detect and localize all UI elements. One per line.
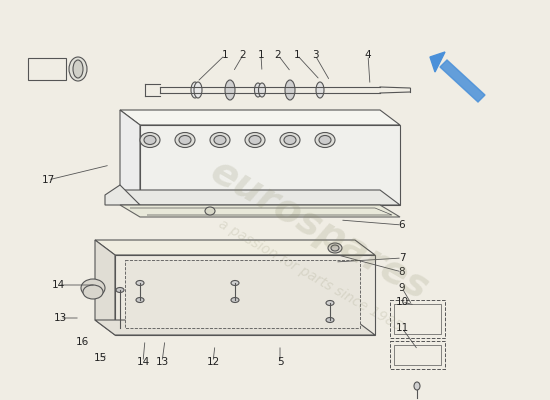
Text: 11: 11 — [395, 323, 409, 333]
Text: 17: 17 — [41, 175, 54, 185]
Text: 10: 10 — [395, 297, 409, 307]
Bar — [390, 341, 445, 369]
Ellipse shape — [136, 280, 144, 286]
Text: 7: 7 — [399, 253, 405, 263]
Polygon shape — [120, 205, 400, 217]
Text: eurospares: eurospares — [204, 152, 436, 308]
Ellipse shape — [245, 132, 265, 148]
Ellipse shape — [73, 60, 83, 78]
Text: 5: 5 — [277, 357, 283, 367]
Text: 13: 13 — [155, 357, 169, 367]
Bar — [394, 304, 441, 334]
Ellipse shape — [326, 318, 334, 322]
Ellipse shape — [194, 82, 202, 98]
Ellipse shape — [326, 300, 334, 306]
Text: 15: 15 — [94, 353, 107, 363]
Text: 8: 8 — [399, 267, 405, 277]
Ellipse shape — [144, 136, 156, 144]
Polygon shape — [95, 240, 115, 335]
Ellipse shape — [231, 298, 239, 302]
Text: 2: 2 — [240, 50, 246, 60]
Text: 9: 9 — [399, 283, 405, 293]
Bar — [394, 345, 441, 365]
Polygon shape — [115, 255, 375, 335]
Text: 14: 14 — [136, 357, 150, 367]
Polygon shape — [105, 185, 140, 205]
Ellipse shape — [205, 207, 215, 215]
Text: 12: 12 — [206, 357, 219, 367]
Ellipse shape — [315, 132, 335, 148]
Text: 2: 2 — [274, 50, 281, 60]
Polygon shape — [430, 52, 445, 72]
Ellipse shape — [210, 132, 230, 148]
Ellipse shape — [83, 285, 103, 299]
Ellipse shape — [280, 132, 300, 148]
Text: 6: 6 — [399, 220, 405, 230]
Ellipse shape — [284, 136, 296, 144]
Ellipse shape — [258, 83, 266, 97]
Ellipse shape — [414, 382, 420, 390]
Text: 13: 13 — [53, 313, 67, 323]
Bar — [390, 300, 445, 338]
Text: 4: 4 — [365, 50, 371, 60]
Ellipse shape — [225, 80, 235, 100]
Ellipse shape — [136, 298, 144, 302]
Text: 14: 14 — [51, 280, 65, 290]
Polygon shape — [440, 60, 485, 102]
Polygon shape — [120, 190, 400, 205]
Ellipse shape — [140, 132, 160, 148]
Polygon shape — [125, 260, 360, 328]
Ellipse shape — [214, 136, 226, 144]
Polygon shape — [120, 110, 400, 125]
Ellipse shape — [319, 136, 331, 144]
Text: 1: 1 — [294, 50, 300, 60]
Text: 1: 1 — [222, 50, 228, 60]
Polygon shape — [120, 110, 140, 205]
Ellipse shape — [179, 136, 191, 144]
Polygon shape — [95, 320, 375, 335]
Text: a passion for parts since 1985: a passion for parts since 1985 — [216, 216, 404, 334]
Ellipse shape — [285, 80, 295, 100]
Ellipse shape — [249, 136, 261, 144]
Ellipse shape — [69, 57, 87, 81]
Ellipse shape — [255, 83, 261, 97]
Ellipse shape — [191, 82, 199, 98]
Ellipse shape — [81, 279, 105, 297]
Polygon shape — [140, 125, 400, 205]
Ellipse shape — [316, 82, 324, 98]
Polygon shape — [95, 240, 375, 255]
Ellipse shape — [175, 132, 195, 148]
Ellipse shape — [331, 245, 339, 251]
Text: 1: 1 — [258, 50, 265, 60]
Ellipse shape — [231, 280, 239, 286]
Ellipse shape — [116, 288, 124, 292]
Text: 3: 3 — [312, 50, 318, 60]
Text: 16: 16 — [75, 337, 89, 347]
Bar — [28, 58, 66, 80]
Ellipse shape — [328, 243, 342, 253]
